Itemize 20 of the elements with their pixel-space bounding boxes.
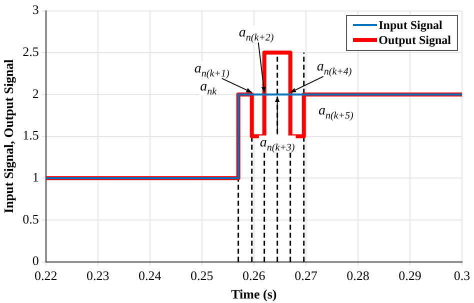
x-tick-label: 0.3	[454, 268, 470, 284]
x-tick-label: 0.27	[294, 268, 318, 284]
legend-label: Output Signal	[378, 32, 451, 48]
y-tick-label: 2	[32, 86, 39, 101]
y-tick-label: 0	[32, 253, 39, 268]
x-tick-label: 0.24	[138, 268, 162, 284]
y-tick-label: 3	[32, 2, 39, 18]
y-tick-label: 0.5	[22, 211, 39, 226]
y-tick-label: 2.5	[22, 44, 39, 60]
x-tick-label: 0.29	[398, 268, 422, 284]
x-tick-label: 0.26	[242, 268, 266, 284]
x-tick-label: 0.25	[190, 268, 214, 284]
y-axis-title: Input Signal, Output Signal	[1, 58, 16, 214]
x-tick-label: 0.23	[86, 268, 110, 284]
x-tick-label: 0.28	[346, 268, 370, 284]
x-tick-label: 0.22	[34, 268, 58, 284]
y-tick-label: 1	[32, 170, 39, 185]
y-tick-label: 1.5	[22, 128, 39, 143]
x-axis-title: Time (s)	[231, 286, 277, 302]
legend-label: Input Signal	[378, 18, 442, 33]
